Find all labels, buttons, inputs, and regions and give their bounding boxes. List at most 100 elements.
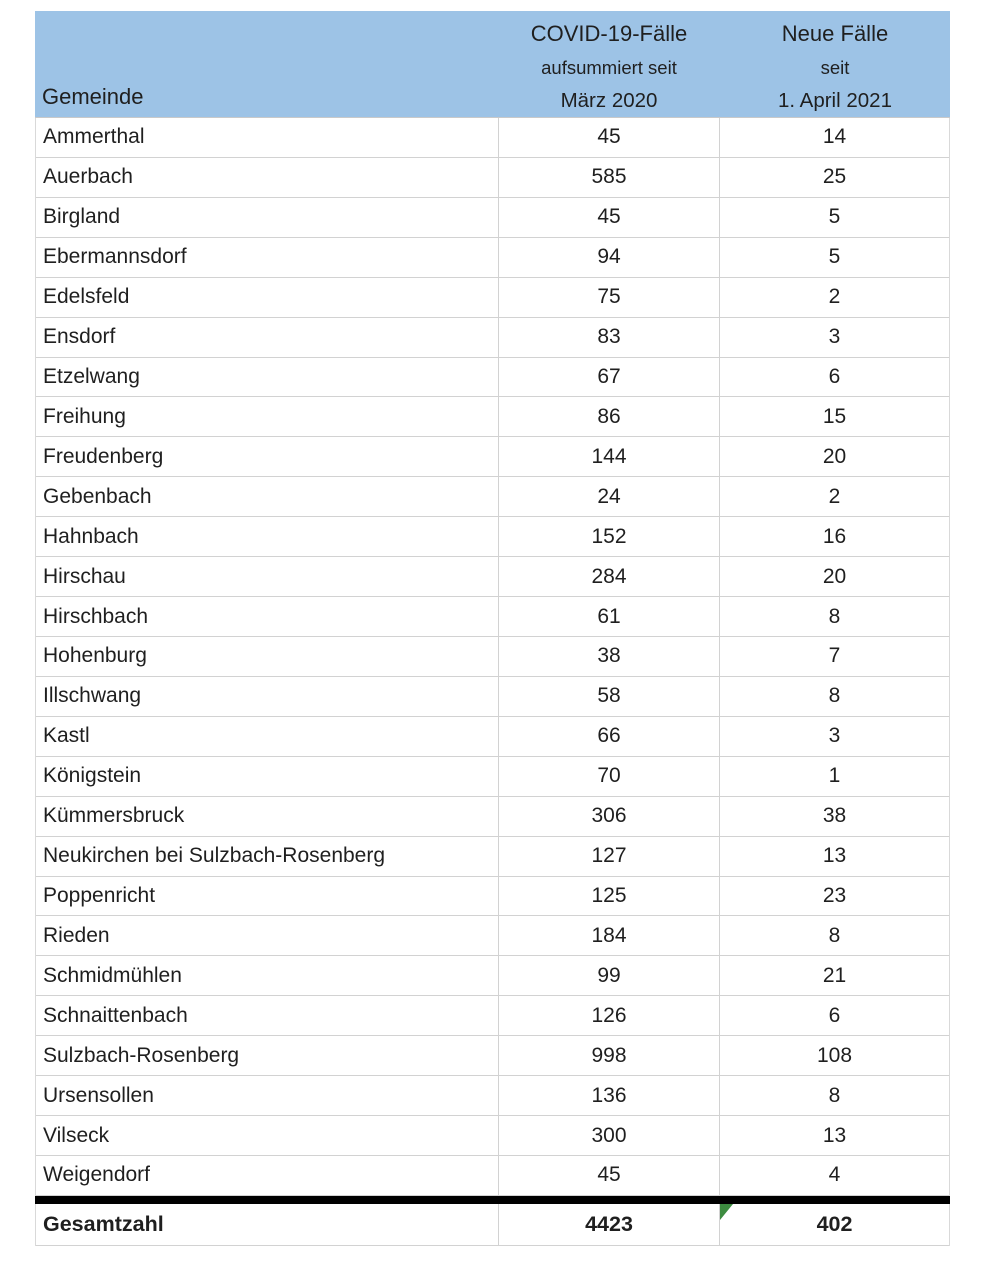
cases-cell[interactable]: 184	[498, 916, 720, 956]
gemeinde-cell[interactable]: Schnaittenbach	[43, 1003, 188, 1027]
new-cases-cell[interactable]: 13	[822, 1123, 847, 1147]
new-cases-cell[interactable]: 21	[822, 963, 847, 987]
cases-cell[interactable]: 86	[498, 397, 720, 437]
cases-cell[interactable]: 284	[498, 557, 720, 597]
cases-cell[interactable]: 45	[498, 197, 720, 237]
new-cases-cell[interactable]: 108	[816, 1043, 853, 1067]
header-cell-cumulative-cases[interactable]: COVID-19-Fälle aufsummiert seit März 202…	[498, 11, 720, 117]
gemeinde-cell[interactable]: Schmidmühlen	[43, 963, 182, 987]
new-cases-cell[interactable]: 1	[828, 764, 841, 788]
table-row: Illschwang 58 8	[36, 676, 949, 717]
new-cases-cell[interactable]: 6	[828, 364, 841, 388]
cases-cell[interactable]: 998	[498, 1036, 720, 1076]
header-new-line3: 1. April 2021	[778, 89, 892, 112]
gemeinde-cell[interactable]: Freihung	[43, 404, 126, 428]
table-row: Königstein 70 1	[36, 756, 949, 797]
gemeinde-cell[interactable]: Ursensollen	[43, 1083, 154, 1107]
cases-cell[interactable]: 38	[498, 636, 720, 676]
total-label-cell[interactable]: Gesamtzahl	[36, 1204, 498, 1245]
new-cases-cell[interactable]: 20	[822, 444, 847, 468]
new-cases-cell[interactable]: 23	[822, 883, 847, 907]
gemeinde-cell[interactable]: Neukirchen bei Sulzbach-Rosenberg	[43, 844, 386, 868]
gemeinde-cell[interactable]: Ensdorf	[43, 325, 116, 349]
new-cases-cell[interactable]: 5	[828, 245, 841, 269]
cases-cell[interactable]: 61	[498, 597, 720, 636]
header-cell-gemeinde[interactable]: Gemeinde	[35, 11, 498, 117]
new-cases-cell[interactable]: 2	[828, 484, 841, 508]
new-cases-cell[interactable]: 2	[828, 285, 841, 309]
cases-cell[interactable]: 99	[498, 956, 720, 996]
gemeinde-cell[interactable]: Vilseck	[43, 1123, 110, 1147]
gemeinde-cell[interactable]: Hirschau	[43, 564, 126, 588]
gemeinde-cell[interactable]: Birgland	[43, 205, 121, 229]
new-cases-cell[interactable]: 14	[822, 125, 847, 149]
cases-cell[interactable]: 83	[498, 317, 720, 357]
cases-cell[interactable]: 94	[498, 237, 720, 277]
cases-cell[interactable]: 136	[498, 1076, 720, 1116]
new-cases-cell[interactable]: 8	[828, 684, 841, 708]
cases-cell[interactable]: 127	[498, 836, 720, 876]
cases-cell[interactable]: 45	[498, 1155, 720, 1195]
cases-cell[interactable]: 45	[498, 118, 720, 157]
gemeinde-cell[interactable]: Ebermannsdorf	[43, 245, 187, 269]
table-row: Gebenbach 24 2	[36, 477, 949, 518]
table-row: Ebermannsdorf 94 5	[36, 237, 949, 278]
gemeinde-cell[interactable]: Gebenbach	[43, 484, 152, 508]
table-row: Freihung 86 15	[36, 397, 949, 438]
new-cases-cell[interactable]: 8	[828, 1083, 841, 1107]
new-cases-cell[interactable]: 7	[828, 644, 841, 668]
new-cases-cell[interactable]: 20	[822, 564, 847, 588]
new-cases-cell[interactable]: 3	[828, 724, 841, 748]
cases-cell[interactable]: 58	[498, 676, 720, 716]
gemeinde-cell[interactable]: Hahnbach	[43, 524, 139, 548]
gemeinde-cell[interactable]: Weigendorf	[43, 1163, 151, 1187]
gemeinde-cell[interactable]: Hirschbach	[43, 604, 149, 628]
gemeinde-cell[interactable]: Poppenricht	[43, 883, 156, 907]
gemeinde-cell[interactable]: Ammerthal	[43, 125, 145, 149]
new-cases-cell[interactable]: 3	[828, 325, 841, 349]
new-cases-cell[interactable]: 5	[828, 205, 841, 229]
gemeinde-cell[interactable]: Sulzbach-Rosenberg	[43, 1043, 240, 1067]
cases-cell[interactable]: 24	[498, 477, 720, 517]
header-cell-new-cases[interactable]: Neue Fälle seit 1. April 2021	[720, 11, 950, 117]
cases-cell[interactable]: 152	[498, 517, 720, 557]
table-row: Ursensollen 136 8	[36, 1076, 949, 1117]
gemeinde-cell[interactable]: Illschwang	[43, 684, 142, 708]
new-cases-cell[interactable]: 4	[828, 1163, 841, 1187]
cases-cell[interactable]: 300	[498, 1116, 720, 1155]
cases-cell[interactable]: 125	[498, 876, 720, 916]
new-cases-cell[interactable]: 38	[822, 804, 847, 828]
cases-cell[interactable]: 144	[498, 437, 720, 477]
total-cases-cell[interactable]: 4423	[498, 1203, 720, 1245]
cases-cell[interactable]: 66	[498, 716, 720, 756]
new-cases-cell[interactable]: 15	[822, 404, 847, 428]
cases-cell[interactable]: 126	[498, 996, 720, 1036]
new-cases-cell[interactable]: 16	[822, 524, 847, 548]
gemeinde-cell[interactable]: Hohenburg	[43, 644, 147, 668]
total-label: Gesamtzahl	[43, 1211, 164, 1236]
gemeinde-cell[interactable]: Kastl	[43, 724, 90, 748]
gemeinde-cell[interactable]: Auerbach	[43, 165, 133, 189]
gemeinde-cell[interactable]: Freudenberg	[43, 444, 164, 468]
new-cases-cell[interactable]: 13	[822, 844, 847, 868]
new-cases-cell[interactable]: 6	[828, 1003, 841, 1027]
cases-cell[interactable]: 585	[498, 157, 720, 197]
gemeinde-cell[interactable]: Kümmersbruck	[43, 804, 185, 828]
table-footer: Gesamtzahl 4423 402	[35, 1203, 950, 1246]
covid-cases-table: Gemeinde COVID-19-Fälle aufsummiert seit…	[35, 11, 950, 1246]
cases-cell[interactable]: 67	[498, 357, 720, 397]
gemeinde-cell[interactable]: Edelsfeld	[43, 285, 130, 309]
total-new-cases-cell[interactable]: 402	[720, 1203, 949, 1245]
cases-cell[interactable]: 70	[498, 756, 720, 796]
new-cases-cell[interactable]: 8	[828, 604, 841, 628]
gemeinde-cell[interactable]: Rieden	[43, 923, 110, 947]
new-cases-cell[interactable]: 25	[822, 165, 847, 189]
gemeinde-cell[interactable]: Etzelwang	[43, 364, 140, 388]
gemeinde-cell[interactable]: Königstein	[43, 764, 142, 788]
cases-cell[interactable]: 306	[498, 796, 720, 836]
table-body: Ammerthal 45 14 Auerbach 585 25 Birgland 45 5 Ebe…	[35, 118, 950, 1196]
cases-cell[interactable]: 75	[498, 277, 720, 317]
header-cases-line3: März 2020	[560, 89, 658, 112]
new-cases-cell[interactable]: 8	[828, 923, 841, 947]
header-gemeinde-label: Gemeinde	[42, 84, 144, 109]
